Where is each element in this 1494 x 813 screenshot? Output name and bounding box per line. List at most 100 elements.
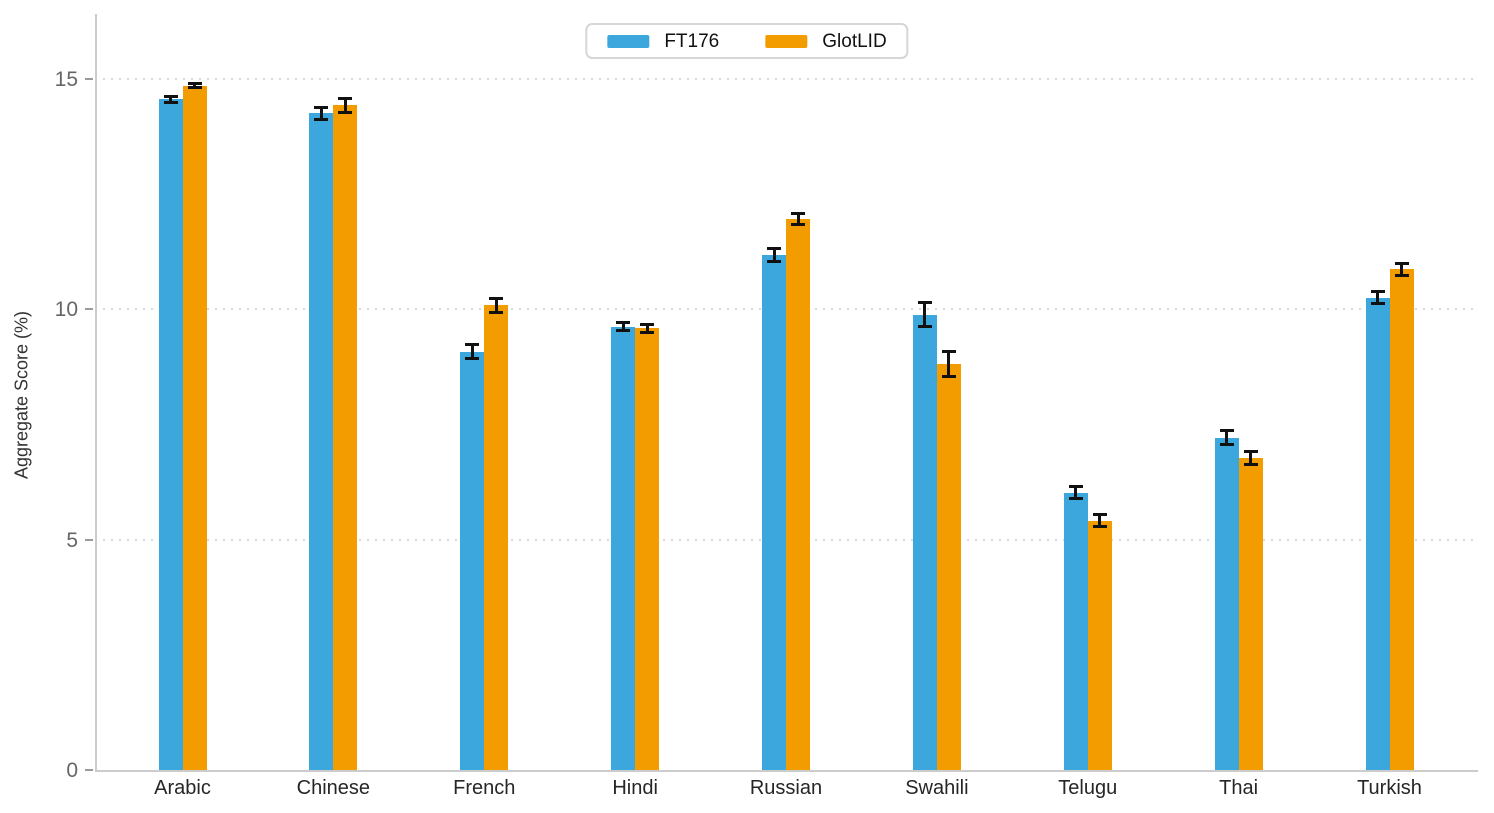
y-tick-mark-5 [85,538,93,541]
error-bar-cap-top-ft176-arabic [163,95,178,99]
error-bar-cap-bottom-ft176-arabic [163,100,178,104]
x-tick-label-french: French [453,777,516,799]
error-bar-cap-top-glotlid-telugu [1092,513,1107,517]
error-bar-cap-top-glotlid-chinese [338,96,353,100]
error-bar-cap-bottom-ft176-russian [767,259,781,263]
y-tick-label-5: 5 [66,528,78,552]
error-bar-line-ft176-french [470,344,474,359]
bar-glotlid-russian [786,219,810,770]
error-bar-cap-bottom-glotlid-russian [791,223,805,227]
error-bar-line-glotlid-turkish [1400,263,1403,276]
error-bar-cap-bottom-glotlid-arabic [187,86,202,90]
x-tick-label-hindi: Hindi [612,777,658,799]
error-bar-cap-bottom-ft176-french [465,357,480,361]
error-bar-cap-bottom-ft176-turkish [1370,302,1385,306]
error-bar-line-glotlid-telugu [1098,514,1102,527]
y-tick-label-10: 10 [54,298,78,322]
bar-ft176-french [460,351,485,770]
x-tick-label-swahili: Swahili [905,777,969,799]
bar-ft176-turkish [1365,297,1390,770]
bar-ft176-hindi [611,326,636,770]
error-bar-line-glotlid-russian [796,213,800,225]
error-bar-line-glotlid-french [494,298,498,313]
bar-ft176-thai [1214,437,1239,770]
error-bar-cap-bottom-glotlid-swahili [941,375,956,379]
legend-swatch-glotlid [765,34,808,48]
bar-ft176-arabic [158,99,183,770]
error-bar-line-ft176-hindi [621,322,625,331]
x-tick-label-russian: Russian [749,777,823,799]
legend-swatch-ft176 [607,34,650,48]
error-bar-line-ft176-telugu [1074,486,1078,499]
error-bar-line-ft176-arabic [169,96,172,103]
bar-ft176-russian [762,254,786,770]
error-bar-line-ft176-russian [772,248,776,262]
bar-glotlid-chinese [333,105,358,770]
legend-label-ft176: FT176 [664,30,720,52]
error-bar-line-glotlid-arabic [193,83,196,88]
error-bar-cap-top-glotlid-hindi [640,323,655,327]
error-bar-cap-bottom-ft176-telugu [1068,497,1083,501]
error-bar-cap-top-ft176-swahili [917,301,932,305]
error-bar-line-glotlid-thai [1249,451,1253,465]
error-bar-line-ft176-chinese [319,107,323,120]
error-bar-cap-top-ft176-french [465,342,480,346]
bar-ft176-telugu [1063,492,1088,770]
error-bar-cap-bottom-glotlid-telugu [1092,525,1107,529]
y-tick-label-15: 15 [54,67,78,91]
y-axis-line [95,14,97,772]
x-tick-label-thai: Thai [1219,777,1259,799]
error-bar-cap-bottom-ft176-swahili [917,325,932,329]
legend-item-glotlid: GlotLID [765,30,887,52]
error-bar-line-glotlid-hindi [645,324,649,333]
error-bar-cap-top-ft176-thai [1219,429,1234,433]
legend-label-glotlid: GlotLID [822,30,887,52]
x-tick-label-chinese: Chinese [296,777,371,799]
y-axis-label: Aggregate Score (%) [11,310,32,480]
error-bar-cap-bottom-glotlid-hindi [640,330,655,334]
error-bar-cap-top-ft176-hindi [616,320,631,324]
error-bar-cap-bottom-ft176-hindi [616,329,631,333]
bar-glotlid-thai [1238,457,1263,770]
error-bar-cap-top-glotlid-swahili [941,350,956,354]
error-bar-cap-bottom-glotlid-turkish [1394,273,1409,277]
error-bar-cap-top-ft176-telugu [1068,485,1083,489]
x-tick-label-telugu: Telugu [1058,777,1118,799]
error-bar-cap-top-glotlid-arabic [187,81,202,85]
error-bar-line-ft176-turkish [1376,291,1379,304]
error-bar-cap-bottom-glotlid-thai [1243,462,1258,466]
error-bar-cap-bottom-ft176-thai [1219,443,1234,447]
bar-glotlid-turkish [1389,269,1414,770]
bar-glotlid-swahili [936,364,961,770]
gridline-y-15 [95,77,1478,80]
bar-glotlid-telugu [1087,520,1112,770]
x-tick-label-arabic: Arabic [154,777,211,799]
error-bar-line-ft176-thai [1225,430,1229,445]
y-tick-label-0: 0 [66,759,78,782]
error-bar-cap-top-glotlid-french [489,296,504,300]
error-bar-cap-top-glotlid-russian [791,212,805,216]
error-bar-cap-top-glotlid-turkish [1394,261,1409,265]
error-bar-cap-top-ft176-chinese [314,105,329,109]
error-bar-cap-top-ft176-russian [767,246,781,250]
error-bar-line-glotlid-chinese [343,98,347,113]
y-tick-mark-0 [85,769,93,771]
bar-ft176-swahili [912,314,937,770]
error-bar-cap-top-ft176-turkish [1370,290,1385,294]
bar-glotlid-arabic [182,85,207,770]
y-tick-mark-15 [85,77,93,80]
y-tick-mark-10 [85,308,93,311]
error-bar-cap-top-glotlid-thai [1243,450,1258,454]
legend-item-ft176: FT176 [607,32,719,51]
x-tick-label-turkish: Turkish [1357,777,1422,799]
error-bar-line-ft176-swahili [923,302,927,327]
error-bar-cap-bottom-glotlid-french [489,310,504,314]
error-bar-cap-bottom-ft176-chinese [314,117,329,121]
error-bar-line-glotlid-swahili [947,351,951,377]
bar-ft176-chinese [309,113,334,770]
error-bar-cap-bottom-glotlid-chinese [338,110,353,114]
x-axis-line [95,770,1478,772]
bar-glotlid-hindi [635,328,660,770]
bar-glotlid-french [484,305,509,770]
